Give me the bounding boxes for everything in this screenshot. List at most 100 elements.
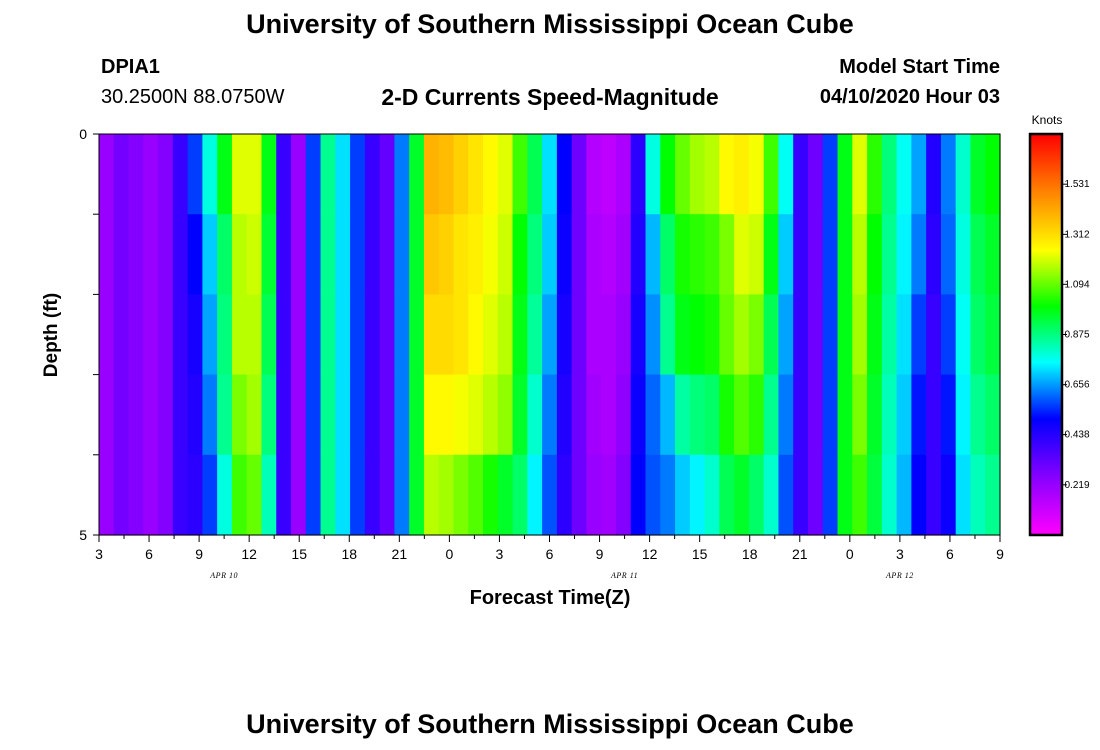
heatmap-cell — [261, 454, 277, 536]
heatmap-cell — [911, 214, 927, 295]
heatmap-cell — [483, 454, 499, 536]
heatmap-cell — [926, 214, 942, 295]
heatmap-cell — [867, 374, 883, 456]
heatmap-cell — [99, 134, 115, 215]
heatmap-cell — [852, 454, 868, 536]
heatmap-cell — [748, 454, 765, 536]
heatmap-cell — [615, 294, 632, 376]
heatmap-cell — [660, 214, 676, 295]
heatmap-cell — [807, 214, 824, 295]
heatmap-cell — [512, 294, 528, 376]
heatmap-cell — [615, 374, 632, 456]
heatmap-cell — [394, 454, 410, 536]
heatmap-cell — [320, 374, 336, 456]
station-id: DPIA1 — [101, 56, 160, 78]
x-date-label: APR 10 — [209, 571, 238, 580]
heatmap-cell — [955, 374, 972, 456]
heatmap-cell — [837, 454, 853, 536]
heatmap-cell — [911, 294, 927, 376]
heatmap-cell — [852, 374, 868, 456]
heatmap-cell — [542, 134, 558, 215]
station-coords: 30.2500N 88.0750W — [101, 86, 285, 108]
heatmap-cell — [793, 454, 809, 536]
heatmap-cell — [99, 374, 115, 456]
colorbar-gradient — [1028, 132, 1064, 537]
heatmap-cell — [202, 454, 218, 536]
heatmap-cell — [645, 374, 661, 456]
heatmap-cell — [867, 214, 883, 295]
heatmap-cell — [438, 294, 455, 376]
heatmap-cell — [527, 374, 543, 456]
heatmap-cell — [778, 134, 794, 215]
heatmap-cell — [645, 454, 661, 536]
heatmap-cell — [926, 134, 942, 215]
heatmap-cell — [748, 374, 765, 456]
heatmap-cell — [497, 294, 514, 376]
heatmap-cell — [763, 134, 780, 215]
heatmap-cell — [675, 454, 691, 536]
heatmap-cell — [231, 134, 248, 215]
heatmap-cell — [778, 294, 794, 376]
heatmap-cell — [350, 294, 366, 376]
heatmap-cell — [601, 294, 617, 376]
colorbar-tick-label: 0.438 — [1064, 430, 1089, 441]
heatmap-cell — [822, 374, 839, 456]
heatmap-cell — [911, 374, 927, 456]
heatmap-cell — [246, 134, 263, 215]
heatmap-cell — [852, 294, 868, 376]
heatmap-cell — [172, 214, 189, 295]
heatmap-cell — [807, 374, 824, 456]
heatmap-cell — [231, 374, 248, 456]
heatmap-cell — [276, 374, 292, 456]
heatmap-cell — [586, 374, 602, 456]
heatmap-cell — [542, 214, 558, 295]
heatmap-cell — [778, 214, 794, 295]
heatmap-cell — [438, 454, 455, 536]
heatmap-cell — [468, 214, 484, 295]
heatmap-cell — [881, 294, 898, 376]
heatmap-cell — [571, 454, 588, 536]
heatmap-cell — [822, 454, 839, 536]
heatmap-cell — [630, 374, 647, 456]
heatmap-cell — [320, 294, 336, 376]
heatmap-cell — [217, 214, 233, 295]
heatmap-cell — [704, 374, 720, 456]
heatmap-cell — [409, 294, 425, 376]
heatmap-cell — [276, 134, 292, 215]
heatmap-cell — [172, 454, 189, 536]
heatmap-cell — [970, 454, 986, 536]
heatmap-cell — [734, 374, 750, 456]
colorbar-tick-label: 0.875 — [1064, 330, 1089, 341]
heatmap-cell — [379, 454, 396, 536]
x-tick-label: 12 — [241, 546, 257, 562]
heatmap-cell — [896, 214, 912, 295]
heatmap-cell — [985, 374, 1001, 456]
heatmap-cell — [940, 454, 957, 536]
heatmap-cell — [158, 294, 174, 376]
heatmap-cell — [675, 294, 691, 376]
heatmap-cell — [483, 294, 499, 376]
heatmap-cell — [571, 374, 588, 456]
heatmap-cell — [512, 454, 528, 536]
y-axis: 05 — [79, 126, 99, 543]
heatmap-cell — [970, 294, 986, 376]
heatmap-cell — [468, 374, 484, 456]
heatmap-cell — [497, 454, 514, 536]
heatmap-cell — [276, 214, 292, 295]
heatmap-cell — [497, 214, 514, 295]
heatmap-cell — [143, 374, 159, 456]
heatmap-cell — [246, 294, 263, 376]
heatmap-cell — [497, 134, 514, 215]
heatmap-cell — [793, 134, 809, 215]
heatmap-cell — [926, 374, 942, 456]
heatmap-cell — [99, 454, 115, 536]
heatmap-cell — [867, 454, 883, 536]
heatmap-cell — [881, 454, 898, 536]
heatmap-cell — [423, 134, 440, 215]
heatmap-cell — [778, 454, 794, 536]
heatmap-cell — [689, 134, 706, 215]
heatmap-cell — [660, 374, 676, 456]
heatmap-cell — [940, 294, 957, 376]
heatmap-cell — [468, 134, 484, 215]
